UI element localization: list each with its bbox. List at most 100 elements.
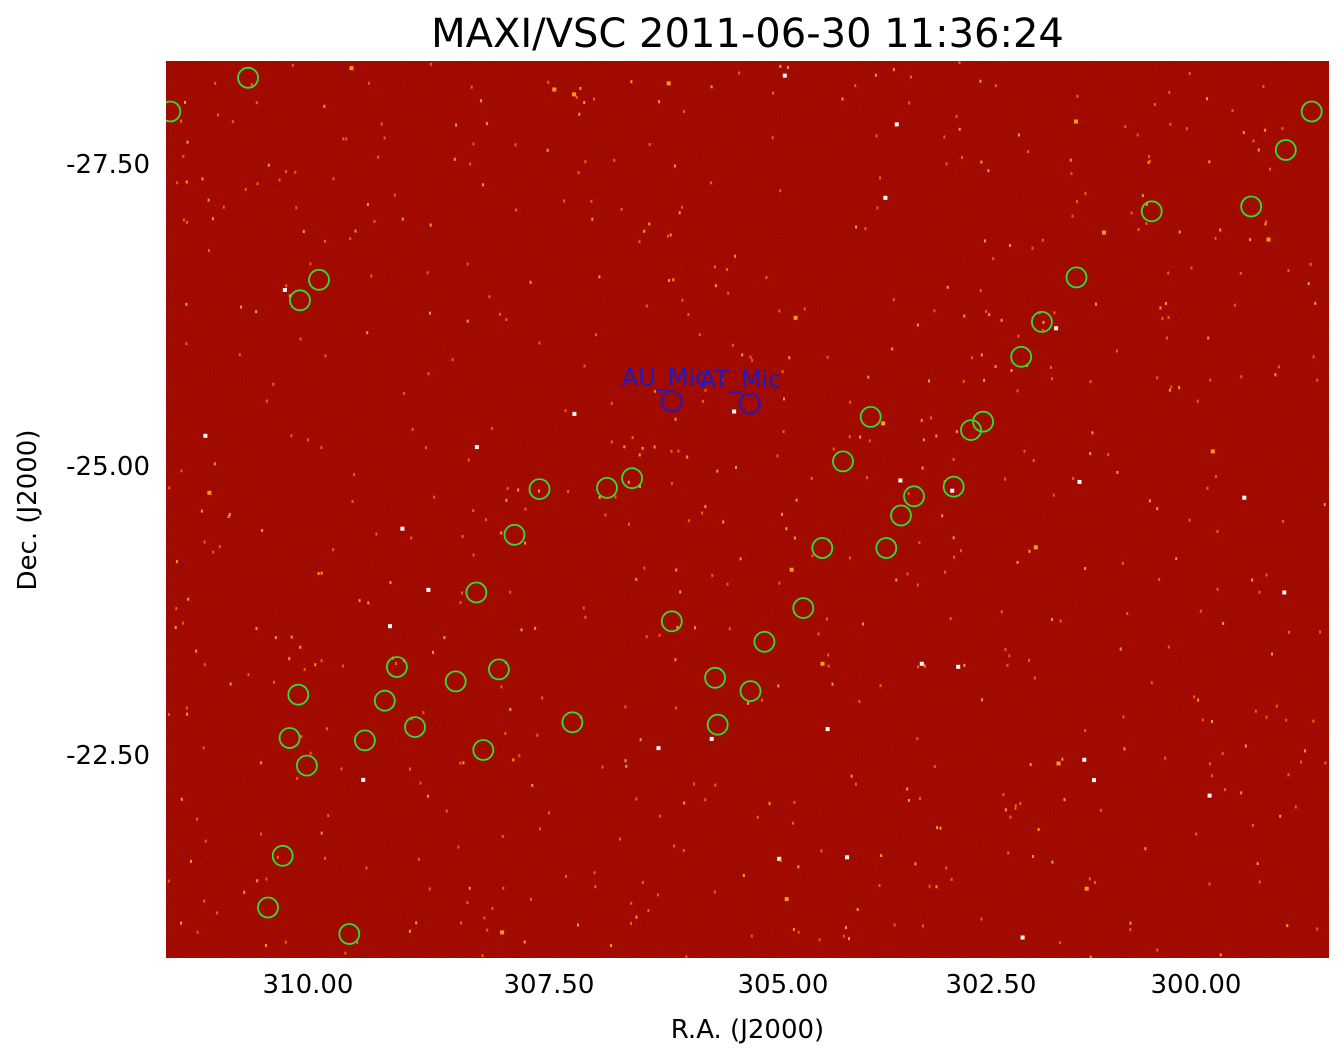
bright-pixel: [785, 527, 788, 531]
bright-pixel: [1167, 315, 1170, 319]
bright-pixel: [1145, 222, 1148, 225]
bright-pixel: [1084, 192, 1087, 196]
bright-pixel: [214, 81, 217, 85]
bright-pixel: [455, 123, 458, 127]
bright-pixel: [1275, 704, 1278, 708]
bright-pixel: [1185, 127, 1188, 131]
bright-pixel: [638, 485, 641, 488]
bright-pixel: [722, 520, 725, 524]
bright-pixel: [345, 137, 348, 141]
bright-pixel: [480, 99, 483, 103]
bright-pixel: [941, 514, 944, 518]
bright-pixel: [1312, 719, 1315, 723]
bright-pixel: [1136, 133, 1139, 137]
bright-pixel: [256, 182, 259, 186]
bright-pixel: [353, 473, 356, 477]
bright-pixel: [324, 354, 327, 358]
bright-pixel: [910, 75, 912, 79]
bright-pixel: [1041, 238, 1044, 242]
bright-pixel: [953, 555, 956, 559]
catalog-source-marker: [271, 844, 294, 867]
bright-pixel: [1051, 860, 1054, 864]
bright-pixel: [930, 416, 933, 420]
bright-pixel: [282, 288, 287, 292]
bright-pixel: [1258, 880, 1261, 884]
bright-pixel: [1219, 228, 1222, 232]
bright-pixel: [952, 457, 955, 461]
bright-pixel: [546, 148, 549, 152]
bright-pixel: [229, 682, 232, 686]
bright-pixel: [201, 177, 204, 181]
bright-pixel: [1199, 609, 1202, 613]
bright-pixel: [772, 91, 774, 95]
bright-pixel: [701, 511, 704, 515]
bright-pixel: [426, 794, 429, 798]
bright-pixel: [1281, 127, 1284, 131]
bright-pixel: [486, 928, 489, 932]
bright-pixel: [180, 921, 182, 925]
bright-pixel: [784, 897, 789, 902]
bright-pixel: [1072, 477, 1075, 480]
bright-pixel: [1130, 211, 1133, 215]
bright-pixel: [187, 597, 190, 601]
bright-pixel: [274, 636, 277, 640]
bright-pixel: [1028, 549, 1031, 553]
bright-pixel: [620, 207, 623, 211]
bright-pixel: [207, 490, 212, 495]
bright-pixel: [383, 136, 386, 140]
bright-pixel: [1239, 271, 1242, 275]
bright-pixel: [459, 761, 462, 765]
bright-pixel: [714, 284, 717, 288]
bright-pixel: [698, 333, 701, 337]
bright-pixel: [1309, 262, 1312, 266]
bright-pixel: [1208, 160, 1211, 164]
bright-pixel: [1159, 306, 1162, 310]
bright-pixel: [1016, 389, 1019, 393]
bright-pixel: [591, 217, 594, 221]
bright-pixel: [704, 798, 707, 802]
bright-pixel: [793, 536, 796, 540]
bright-pixel: [324, 856, 326, 860]
bright-pixel: [272, 382, 275, 386]
bright-pixel: [524, 507, 527, 511]
bright-pixel: [185, 342, 188, 346]
bright-pixel: [1031, 855, 1034, 858]
bright-pixel: [704, 388, 707, 392]
bright-pixel: [731, 343, 734, 347]
bright-pixel: [981, 698, 983, 702]
bright-pixel: [460, 921, 463, 925]
bright-pixel: [176, 181, 179, 185]
bright-pixel: [529, 280, 532, 284]
bright-pixel: [797, 930, 800, 934]
bright-pixel: [788, 356, 791, 360]
bright-pixel: [645, 635, 648, 639]
bright-pixel: [713, 265, 716, 269]
bright-pixel: [584, 615, 587, 619]
bright-pixel: [509, 590, 512, 594]
catalog-source-marker: [237, 66, 259, 89]
catalog-source-markers: [166, 66, 1323, 945]
bright-pixel: [892, 298, 895, 302]
bright-pixel: [658, 100, 661, 104]
bright-pixel: [988, 313, 991, 317]
bright-pixel: [1014, 806, 1017, 810]
bright-pixel: [351, 499, 354, 503]
bright-pixel: [771, 136, 774, 140]
bright-pixel: [190, 859, 192, 863]
bright-pixel: [1099, 808, 1102, 812]
bright-pixel: [1221, 752, 1224, 756]
bright-pixel: [793, 800, 796, 804]
bright-pixel: [1007, 851, 1010, 855]
bright-pixel: [332, 177, 335, 181]
bright-pixel: [687, 313, 690, 316]
bright-pixel: [451, 358, 454, 362]
bright-pixel: [751, 358, 754, 362]
bright-pixel: [765, 275, 768, 279]
bright-pixel: [1233, 303, 1236, 307]
bright-pixel: [349, 237, 352, 241]
bright-pixel: [453, 157, 456, 161]
bright-pixel: [247, 673, 250, 677]
bright-pixel: [578, 112, 581, 116]
bright-pixel: [1145, 202, 1148, 206]
